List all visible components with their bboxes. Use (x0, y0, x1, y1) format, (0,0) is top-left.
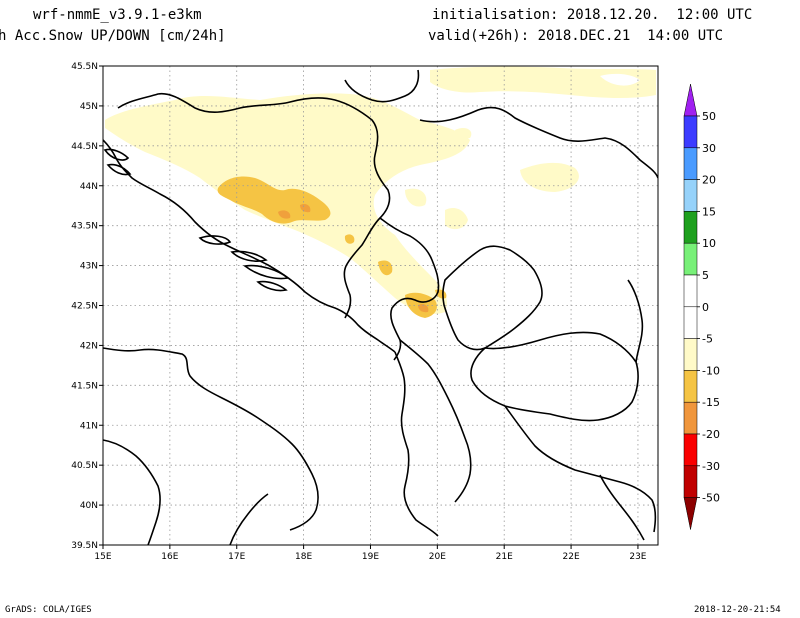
lat-tick-label: 40.5N (71, 461, 98, 471)
lat-tick-label: 43N (80, 262, 98, 272)
colorbar-label: 30 (702, 142, 716, 155)
colorbar-label: -50 (702, 492, 720, 505)
colorbar-label: 20 (702, 174, 716, 187)
snow-field-layer (105, 66, 656, 318)
island-2 (106, 163, 132, 176)
albania-coastline (394, 351, 439, 537)
colorbar-label: -20 (702, 428, 720, 441)
kosovo-border (442, 245, 543, 351)
island-4 (230, 250, 268, 262)
colorbar-label: -15 (702, 396, 720, 409)
lat-tick-label: 41.5N (71, 381, 98, 391)
italy-coast-south (103, 439, 161, 545)
colorbar-swatch (683, 465, 698, 498)
colorbar-swatch (683, 306, 698, 339)
footer-timestamp: 2018-12-20-21:54 (694, 605, 781, 615)
lon-tick-label: 23E (629, 552, 646, 562)
colorbar-label: -10 (702, 364, 720, 377)
colorbar-swatch (683, 211, 698, 244)
island-5 (242, 264, 290, 280)
lat-tick-label: 45N (80, 102, 98, 112)
italy-heel (229, 493, 269, 545)
lon-tick-label: 18E (295, 552, 312, 562)
latitude-labels: 45.5N 45N 44.5N 44N 43.5N 43N 42.5N 42N 41.5N 41N… (71, 62, 103, 551)
colorbar-swatch (683, 115, 698, 149)
lon-tick-label: 22E (563, 552, 580, 562)
lat-tick-label: 42N (80, 341, 98, 351)
island-6 (256, 280, 288, 292)
greece-coast (599, 474, 645, 541)
valid-time: valid(+26h): 2018.DEC.21 14:00 UTC (428, 28, 724, 44)
lon-tick-label: 21E (496, 552, 513, 562)
lat-tick-label: 41N (80, 421, 98, 431)
longitude-labels: 15E 16E 17E 18E 19E 20E 21E 22E 23E (94, 545, 647, 562)
colorbar-swatch (683, 274, 698, 308)
island-1 (103, 148, 130, 161)
italy-coast-north (103, 347, 319, 531)
colorbar-label: 0 (702, 301, 709, 314)
coastlines-borders (103, 69, 658, 545)
colorbar-swatch (683, 147, 698, 180)
lon-tick-label: 17E (228, 552, 245, 562)
lon-tick-label: 20E (429, 552, 446, 562)
lat-tick-label: 43.5N (71, 222, 98, 232)
colorbar-label: 10 (702, 237, 716, 250)
grid-lines (103, 66, 658, 545)
bulgaria-border (627, 279, 644, 363)
colorbar-label: 5 (702, 269, 709, 282)
montenegro-border (379, 217, 440, 361)
adriatic-coastline (103, 139, 396, 353)
colorbar-label: -5 (702, 333, 713, 346)
colorbar-swatch (683, 433, 698, 467)
bosnia-north-border (344, 69, 420, 103)
colorbar-label: 50 (702, 110, 716, 123)
lat-tick-label: 40N (80, 501, 98, 511)
lon-tick-label: 16E (161, 552, 178, 562)
lat-tick-label: 42.5N (71, 302, 98, 312)
init-time: initialisation: 2018.12.20. 12:00 UTC (432, 7, 753, 23)
serbia-border (419, 106, 658, 179)
greece-border (504, 405, 657, 533)
colorbar-top-arrow (683, 83, 698, 117)
island-3 (198, 235, 232, 245)
colorbar-swatch (683, 242, 698, 276)
colorbar-bottom-arrow (683, 497, 698, 530)
lon-tick-label: 15E (94, 552, 111, 562)
lat-tick-label: 44.5N (71, 142, 98, 152)
lat-tick-label: 39.5N (71, 541, 98, 551)
field-title: h Acc.Snow UP/DOWN [cm/24h] (0, 28, 226, 44)
lat-tick-label: 44N (80, 182, 98, 192)
colorbar-swatch (683, 338, 698, 371)
model-title: wrf-nmmE_v3.9.1-e3km (33, 7, 202, 23)
colorbar-swatch (683, 370, 698, 403)
snow-dark-areas (278, 203, 429, 313)
bosnia-border (117, 92, 391, 319)
colorbar-swatch (683, 179, 698, 212)
colorbar-label: 15 (702, 205, 716, 218)
albania-border (399, 339, 472, 503)
colorbar-swatch (683, 401, 698, 435)
lon-tick-label: 19E (362, 552, 379, 562)
macedonia-border (470, 331, 639, 422)
footer-credit: GrADS: COLA/IGES (5, 605, 92, 615)
lat-tick-label: 45.5N (71, 62, 98, 72)
colorbar-label: -30 (702, 460, 720, 473)
